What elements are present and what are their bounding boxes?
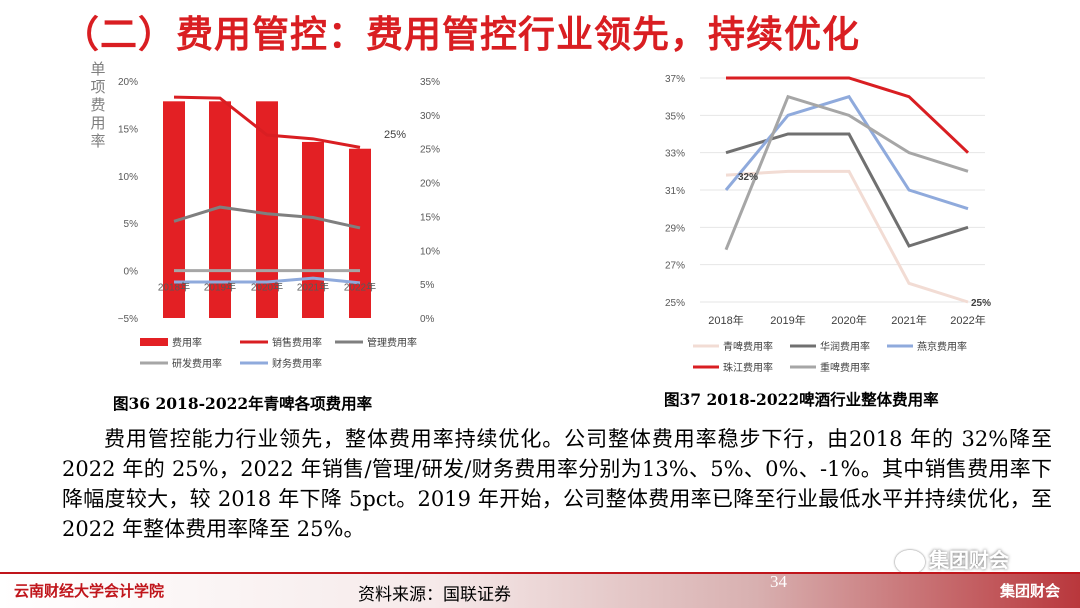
legend-label: 华润费用率 bbox=[820, 340, 870, 353]
left-tick-label: 0% bbox=[124, 267, 139, 278]
y-tick-label: 27% bbox=[665, 261, 685, 272]
right-tick-label: 30% bbox=[420, 111, 440, 122]
legend-label: 管理费用率 bbox=[367, 336, 417, 349]
footer-gradient bbox=[0, 572, 1080, 608]
right-tick-label: 5% bbox=[420, 280, 435, 291]
right-tick-label: 25% bbox=[420, 145, 440, 156]
legend-label: 费用率 bbox=[172, 336, 202, 349]
footer-brand: 集团财会 bbox=[1000, 582, 1061, 600]
line-sales bbox=[173, 95, 361, 149]
x-tick-label: 2022年 bbox=[344, 281, 376, 294]
y-tick-label: 25% bbox=[665, 298, 685, 309]
y-axis-title-char: 项 bbox=[90, 79, 105, 96]
x-tick-label: 2022年 bbox=[950, 313, 985, 327]
footer-school: 云南财经大学会计学院 bbox=[14, 582, 165, 600]
body-text: 费用管控能力行业领先，整体费用率持续优化。公司整体费用率稳步下行，由2018 年… bbox=[62, 424, 1052, 544]
data-label-32: 32% bbox=[738, 172, 758, 183]
footer-divider bbox=[0, 572, 1080, 574]
figure-caption-36: 图36 2018-2022年青啤各项费用率 bbox=[113, 394, 373, 413]
x-tick-label: 2020年 bbox=[251, 281, 283, 294]
left-tick-label: 10% bbox=[118, 172, 138, 183]
data-label-25: 25% bbox=[384, 129, 406, 141]
body-paragraph: 费用管控能力行业领先，整体费用率持续优化。公司整体费用率稳步下行，由2018 年… bbox=[62, 427, 1052, 541]
y-tick-label: 29% bbox=[665, 223, 685, 234]
y-tick-label: 33% bbox=[665, 149, 685, 160]
line-qingdao bbox=[725, 169, 969, 304]
legend-swatch bbox=[140, 338, 168, 346]
y-axis-title-char: 率 bbox=[90, 133, 105, 150]
chart-industry-expense-ratios: 37% 35% 33% 31% 29% 27% 25% 2018年 2019年 2020年 2021… bbox=[665, 74, 991, 374]
line-zhujiang bbox=[726, 76, 970, 154]
bar-expense-ratio bbox=[349, 148, 371, 318]
line-chongqing bbox=[724, 94, 969, 251]
line-finance bbox=[174, 276, 361, 285]
x-tick-label: 2019年 bbox=[204, 281, 236, 294]
page-number: 34 bbox=[770, 572, 787, 591]
y-axis-title-char: 单 bbox=[90, 61, 105, 78]
x-tick-label: 2018年 bbox=[158, 281, 190, 294]
left-tick-label: −5% bbox=[118, 314, 138, 325]
watermark-text: 集团财会 bbox=[929, 548, 1009, 572]
right-tick-label: 15% bbox=[420, 212, 440, 223]
legend-label: 研发费用率 bbox=[172, 357, 222, 370]
y-tick-label: 31% bbox=[665, 186, 685, 197]
x-tick-label: 2019年 bbox=[770, 313, 805, 327]
line-yanjing bbox=[724, 94, 969, 211]
left-tick-label: 20% bbox=[118, 77, 138, 88]
legend-label: 青啤费用率 bbox=[723, 340, 773, 353]
y-axis-title-char: 费 bbox=[90, 97, 105, 114]
x-tick-label: 2021年 bbox=[891, 313, 926, 327]
bar-expense-ratio bbox=[256, 101, 278, 318]
right-tick-label: 10% bbox=[420, 246, 440, 257]
legend-label: 财务费用率 bbox=[272, 357, 322, 370]
left-tick-label: 15% bbox=[118, 124, 138, 135]
legend-label: 燕京费用率 bbox=[917, 340, 967, 353]
bar-expense-ratio bbox=[302, 141, 324, 318]
y-tick-label: 35% bbox=[665, 111, 685, 122]
left-tick-label: 5% bbox=[124, 219, 139, 230]
line-admin bbox=[173, 205, 361, 230]
x-tick-label: 2020年 bbox=[831, 313, 866, 327]
y-axis-title-char: 用 bbox=[90, 115, 105, 132]
x-tick-label: 2018年 bbox=[708, 313, 743, 327]
watermark: 集团财会 bbox=[895, 544, 1009, 574]
x-tick-label: 2021年 bbox=[297, 281, 329, 294]
figure-caption-37: 图37 2018-2022啤酒行业整体费用率 bbox=[664, 390, 939, 409]
legend-label: 销售费用率 bbox=[272, 336, 322, 349]
wechat-icon bbox=[895, 549, 925, 574]
right-tick-label: 20% bbox=[420, 179, 440, 190]
chart-qingdao-expense-ratios: 单项费用率20%15%10%5%0%−5%35%30%25%20%15%10%5… bbox=[90, 61, 440, 370]
bar-expense-ratio bbox=[209, 101, 231, 318]
footer-bar: 云南财经大学会计学院 资料来源：国联证券 34 集团财会 bbox=[0, 572, 1080, 608]
bar-expense-ratio bbox=[163, 101, 185, 318]
legend-label: 珠江费用率 bbox=[723, 361, 773, 374]
data-label-25: 25% bbox=[971, 298, 991, 309]
footer-source: 资料来源：国联证券 bbox=[358, 585, 511, 605]
page-title: （二）费用管控：费用管控行业领先，持续优化 bbox=[62, 13, 860, 56]
right-tick-label: 35% bbox=[420, 77, 440, 88]
legend-label: 重啤费用率 bbox=[820, 361, 870, 374]
right-tick-label: 0% bbox=[420, 314, 435, 325]
y-tick-label: 37% bbox=[665, 74, 685, 85]
